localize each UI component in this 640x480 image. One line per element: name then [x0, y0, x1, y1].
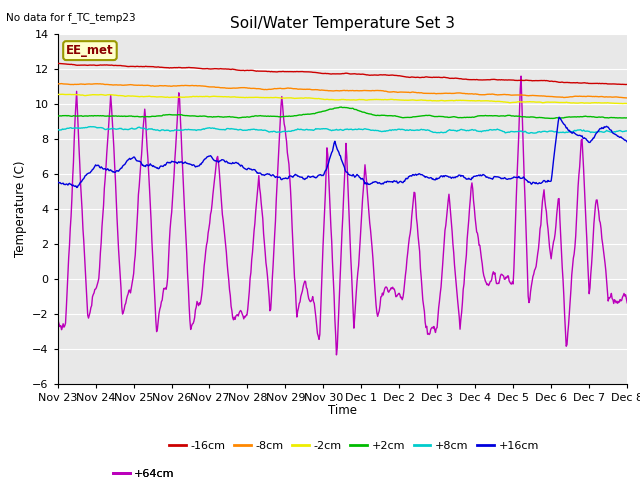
X-axis label: Time: Time: [328, 405, 357, 418]
Y-axis label: Temperature (C): Temperature (C): [13, 160, 26, 257]
Text: EE_met: EE_met: [66, 44, 114, 57]
Text: No data for f_TC_temp23: No data for f_TC_temp23: [6, 12, 136, 23]
Legend: +64cm: +64cm: [109, 465, 179, 480]
Title: Soil/Water Temperature Set 3: Soil/Water Temperature Set 3: [230, 16, 455, 31]
